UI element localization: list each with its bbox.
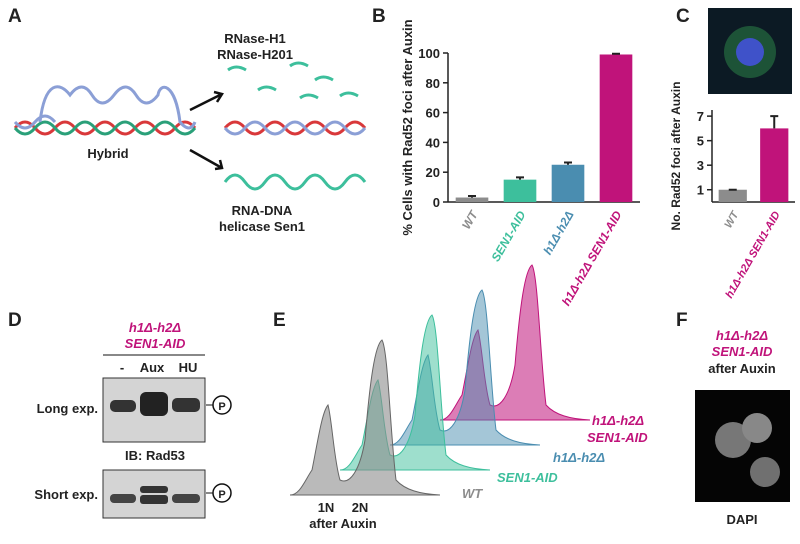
error-bar [564, 161, 572, 165]
band [140, 495, 168, 504]
y-tick-label: 80 [426, 76, 440, 91]
cell [715, 422, 751, 458]
bar [718, 189, 747, 202]
hybrid-label: Hybrid [87, 146, 128, 161]
panel-letter: E [273, 310, 286, 331]
sample-label: h1Δ-h2Δ [592, 413, 644, 428]
band [172, 494, 200, 503]
x-label: 1N [318, 500, 335, 515]
y-tick-label: 100 [418, 46, 440, 61]
panel-letter: A [8, 6, 22, 27]
error-bar [612, 52, 620, 55]
y-tick-label: 60 [426, 106, 440, 121]
nucleus [736, 38, 764, 66]
band [110, 494, 136, 503]
panel-letter: D [8, 310, 22, 331]
error-bar [770, 115, 779, 129]
panel-letter: F [676, 310, 688, 331]
bar [503, 179, 537, 202]
sample-label: h1Δ-h2Δ [553, 450, 605, 465]
dna-hybrid [13, 61, 367, 191]
exposure-label: Short exp. [34, 487, 98, 502]
y-tick-label: 0 [433, 195, 440, 210]
y-tick-label: 3 [697, 158, 704, 173]
x-label: 2N [352, 500, 369, 515]
x-tick-label: WT [459, 207, 481, 232]
y-tick-label: 20 [426, 165, 440, 180]
band [140, 392, 168, 416]
sample-label: SEN1-AID [587, 430, 648, 445]
bar [455, 197, 489, 202]
y-tick-label: 5 [697, 134, 704, 149]
phospho-label: P [218, 489, 225, 501]
y-tick-label: 7 [697, 109, 704, 124]
helicase-label: RNA-DNA [232, 203, 293, 218]
x-tick-label: WT [722, 208, 742, 230]
stain: DAPI [726, 512, 757, 527]
genotype: h1Δ-h2Δ [129, 320, 181, 335]
y-axis-label: % Cells with Rad52 foci after Auxin [400, 19, 415, 235]
enzyme-label: RNase-H201 [217, 47, 293, 62]
sample-label: WT [462, 486, 483, 501]
bar [599, 54, 633, 202]
cell [742, 413, 772, 443]
bar [760, 128, 789, 202]
condition: after Auxin [708, 361, 775, 376]
genotype: h1Δ-h2Δ [716, 328, 768, 343]
band [172, 398, 200, 412]
genotype: SEN1-AID [712, 344, 773, 359]
genotype: SEN1-AID [125, 336, 186, 351]
error-bar [468, 195, 476, 198]
phospho-label: P [218, 401, 225, 413]
sample-label: SEN1-AID [497, 470, 558, 485]
cell [750, 457, 780, 487]
panel-letter: C [676, 6, 690, 27]
band [110, 400, 136, 412]
lane-label: - [120, 360, 124, 375]
panel-letter: B [372, 6, 386, 27]
y-axis-label: No. Rad52 foci after Auxin [669, 82, 683, 231]
x-tick-label: h1Δ-h2Δ [540, 209, 576, 258]
helicase-label: helicase Sen1 [219, 219, 305, 234]
flow-histograms [289, 264, 591, 496]
exposure-label: Long exp. [37, 401, 98, 416]
enzyme-label: RNase-H1 [224, 31, 285, 46]
y-tick-label: 1 [697, 183, 704, 198]
antibody-label: IB: Rad53 [125, 448, 185, 463]
y-tick-label: 40 [426, 135, 440, 150]
lane-label: Aux [140, 360, 165, 375]
x-note: after Auxin [309, 516, 376, 531]
lane-label: HU [179, 360, 198, 375]
band [140, 486, 168, 493]
x-tick-label: SEN1-AID [488, 208, 528, 264]
bar [551, 164, 585, 202]
error-bar [516, 176, 524, 180]
